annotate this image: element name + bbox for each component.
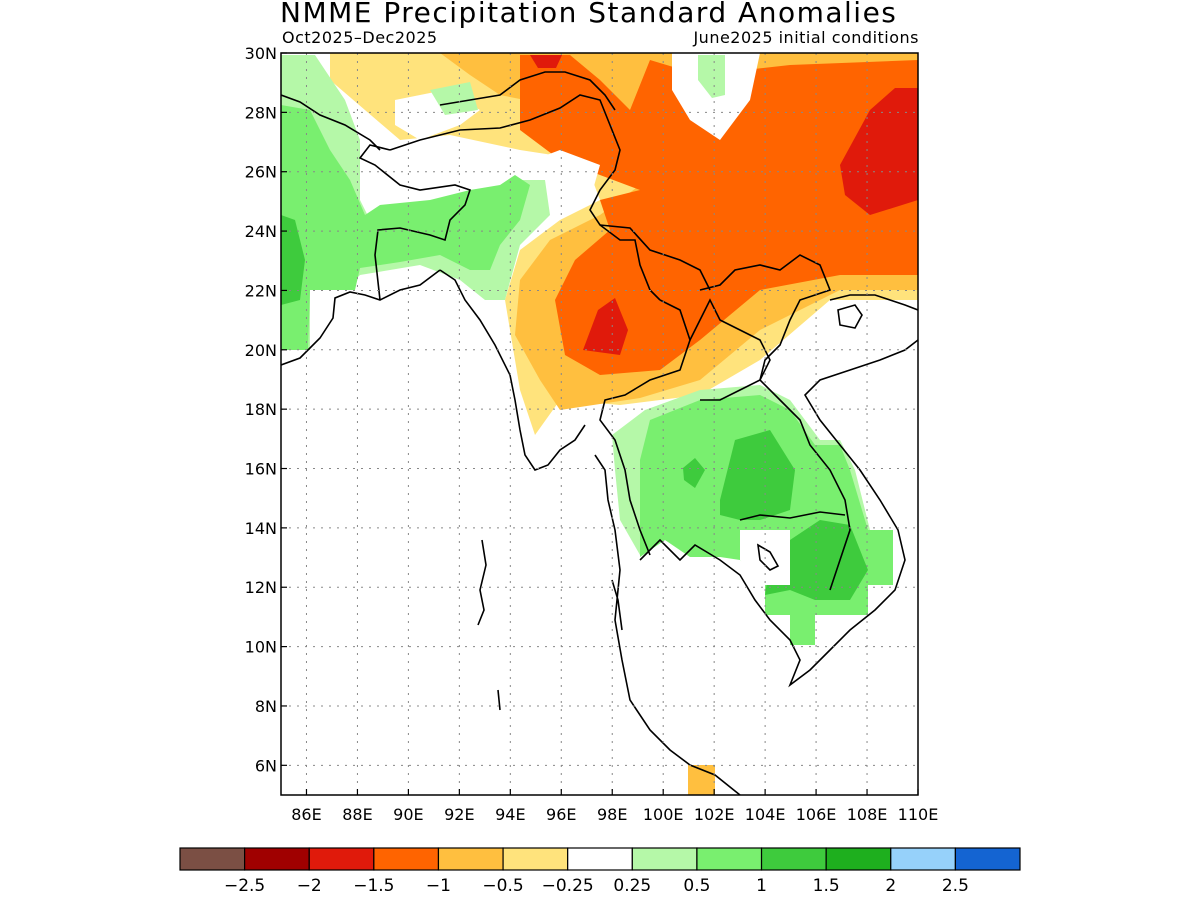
colorbar-swatch (631, 847, 698, 871)
anomaly-region-plus-1-east (720, 430, 795, 520)
colorbar-swatch (890, 847, 956, 871)
anomaly-field (281, 53, 918, 795)
colorbar-label: 2 (885, 876, 896, 896)
anomaly-region-plus-05-west (281, 105, 530, 350)
colorbar-label: 2.5 (942, 876, 969, 896)
colorbar-label: −2 (297, 876, 322, 896)
thailand-laos-border (689, 298, 771, 401)
lat-tick-label: 8N (255, 697, 277, 716)
colorbar-label: −0.5 (482, 876, 523, 896)
colorbar-label: 0.5 (683, 876, 710, 896)
andaman-islands (477, 539, 501, 711)
colorbar-label: 0.25 (613, 876, 651, 896)
tonle-sap (756, 543, 780, 571)
lon-tick-label: 106E (796, 805, 837, 824)
lat-tick-label: 18N (245, 400, 277, 419)
anomaly-region-plus-025-tibet (698, 55, 725, 98)
lat-tick-label: 12N (245, 578, 277, 597)
lon-tick-label: 90E (393, 805, 423, 824)
lon-tick-label: 88E (342, 805, 372, 824)
colorbar-swatch (696, 847, 763, 871)
lat-tick-label: 24N (245, 222, 277, 241)
axis-ticks: 30N 28N 26N 24N 22N 20N 18N 16N 14N 12N 10N 8N 6N 86E… (245, 44, 939, 824)
colorbar-swatch (825, 847, 892, 871)
lon-tick-label: 104E (745, 805, 786, 824)
chart-title: NMME Precipitation Standard Anomalies (280, 0, 898, 29)
lon-tick-label: 102E (694, 805, 735, 824)
lat-tick-label: 26N (245, 163, 277, 182)
lat-tick-label: 20N (245, 341, 277, 360)
lon-tick-label: 86E (291, 805, 321, 824)
map-frame (280, 52, 919, 796)
china-myanmar-border (599, 224, 711, 291)
anomaly-region-minus-15-west (583, 298, 628, 355)
colorbar-label: 1 (756, 876, 767, 896)
lon-tick-label: 94E (495, 805, 525, 824)
cambodia-border (739, 511, 846, 521)
lat-tick-label: 28N (245, 103, 277, 122)
coastlines-borders (281, 71, 918, 795)
lon-tick-label: 96E (546, 805, 576, 824)
lat-tick-label: 14N (245, 519, 277, 538)
colorbar-swatch (437, 847, 504, 871)
lat-tick-label: 10N (245, 638, 277, 657)
anomaly-region-plus-025-nepal (430, 82, 478, 115)
lat-tick-label: 22N (245, 281, 277, 300)
laos-vietnam-border (699, 254, 851, 591)
lon-tick-label: 108E (847, 805, 888, 824)
lat-tick-label: 30N (245, 44, 277, 63)
colorbar-swatch (244, 847, 310, 871)
anomaly-region-minus-1 (520, 55, 918, 375)
gulf-of-thailand-coast (639, 339, 918, 688)
lon-tick-label: 98E (597, 805, 627, 824)
colorbar-swatch (179, 847, 246, 871)
initial-conditions-label: June2025 initial conditions (693, 28, 919, 47)
anomaly-region-plus-1-small (683, 458, 705, 488)
colorbar-swatch (502, 847, 569, 871)
mergui-islands (611, 579, 623, 631)
hainan-island (837, 304, 863, 329)
himalaya-border (281, 71, 616, 151)
lon-tick-label: 110E (898, 805, 939, 824)
bangladesh-myanmar-coast (439, 269, 586, 471)
bangladesh-border (358, 144, 472, 301)
anomaly-region-minus-15-east (840, 88, 918, 215)
lat-tick-label: 16N (245, 460, 277, 479)
lon-tick-label: 100E (643, 805, 684, 824)
colorbar: −2.5 −2 −1.5 −1 −0.5 −0.25 0.25 0.5 1 1.5 2 2.5 (179, 847, 1021, 896)
colorbar-label: −1.5 (353, 876, 394, 896)
anomaly-region-minus-15-north (530, 55, 562, 68)
colorbar-label: −1 (426, 876, 451, 896)
china-coast (829, 294, 918, 311)
colorbar-swatch (760, 847, 827, 871)
colorbar-label: −2.5 (224, 876, 265, 896)
colorbar-label: 1.5 (813, 876, 840, 896)
colorbar-swatch (567, 847, 633, 871)
colorbar-label: −0.25 (542, 876, 594, 896)
india-coastline (281, 269, 441, 366)
lat-tick-label: 6N (255, 756, 277, 775)
forecast-period: Oct2025–Dec2025 (282, 28, 438, 47)
colorbar-swatch (954, 847, 1021, 871)
northeast-india-border (389, 94, 661, 301)
colorbar-swatch (308, 847, 375, 871)
colorbar-swatch (373, 847, 440, 871)
anomaly-region-plus-1-west (281, 215, 305, 305)
lon-tick-label: 92E (444, 805, 474, 824)
anomaly-region-plus-1-southeast (765, 520, 868, 600)
